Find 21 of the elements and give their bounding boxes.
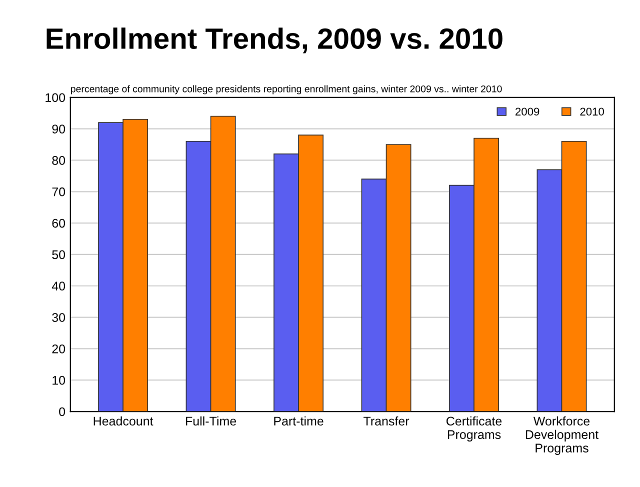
y-tick-label: 0 xyxy=(59,407,66,416)
y-tick-label: 90 xyxy=(52,124,66,134)
y-tick-label: 80 xyxy=(52,156,66,165)
x-tick-label: Full-Time xyxy=(186,416,236,426)
legend-label: 2009 xyxy=(516,108,540,116)
chart-subtitle: percentage of community college presidents reporting enrollment gains, winter 2009 vs.. winter 2010 xyxy=(71,85,502,94)
y-tick-label: 20 xyxy=(52,344,66,354)
legend-label: 2010 xyxy=(580,108,604,116)
y-tick-label: 40 xyxy=(52,282,66,291)
y-tick-label: 30 xyxy=(52,313,66,322)
y-tick-label: 50 xyxy=(52,250,66,260)
x-tick-label: Certificate Programs xyxy=(446,416,502,442)
y-tick-label: 10 xyxy=(52,376,66,385)
y-tick-label: 100 xyxy=(46,93,66,102)
chart-title: Enrollment Trends, 2009 vs. 2010 xyxy=(46,28,502,54)
y-tick-label: 60 xyxy=(52,218,66,228)
x-tick-label: Part-time xyxy=(274,416,324,426)
x-tick-label: Workforce Development Programs xyxy=(526,416,598,455)
y-tick-label: 70 xyxy=(52,187,66,196)
x-tick-label: Headcount xyxy=(94,416,154,426)
x-tick-label: Transfer xyxy=(364,416,410,426)
